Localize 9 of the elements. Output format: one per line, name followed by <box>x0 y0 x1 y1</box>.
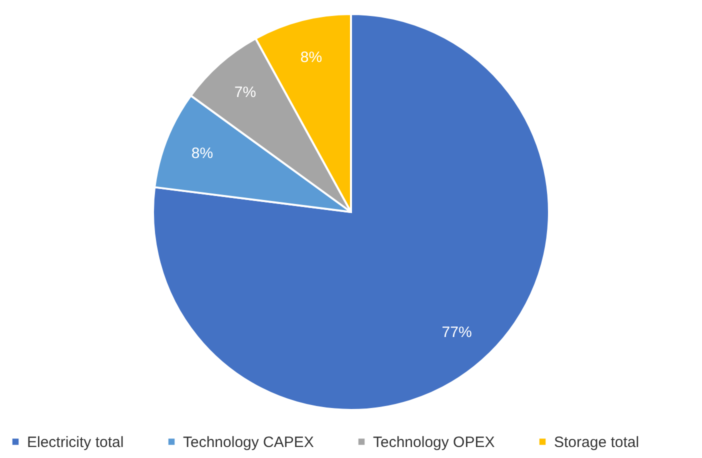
legend-label: Technology CAPEX <box>183 434 314 451</box>
data-label: 7% <box>234 84 256 101</box>
data-label: 8% <box>191 145 214 162</box>
pie-slice <box>152 13 550 411</box>
data-label: 77% <box>442 324 472 342</box>
legend-label: Storage total <box>554 434 640 451</box>
legend-label: Technology OPEX <box>373 434 495 451</box>
legend-label: Electricity total <box>27 434 124 451</box>
data-label: 8% <box>300 49 322 66</box>
